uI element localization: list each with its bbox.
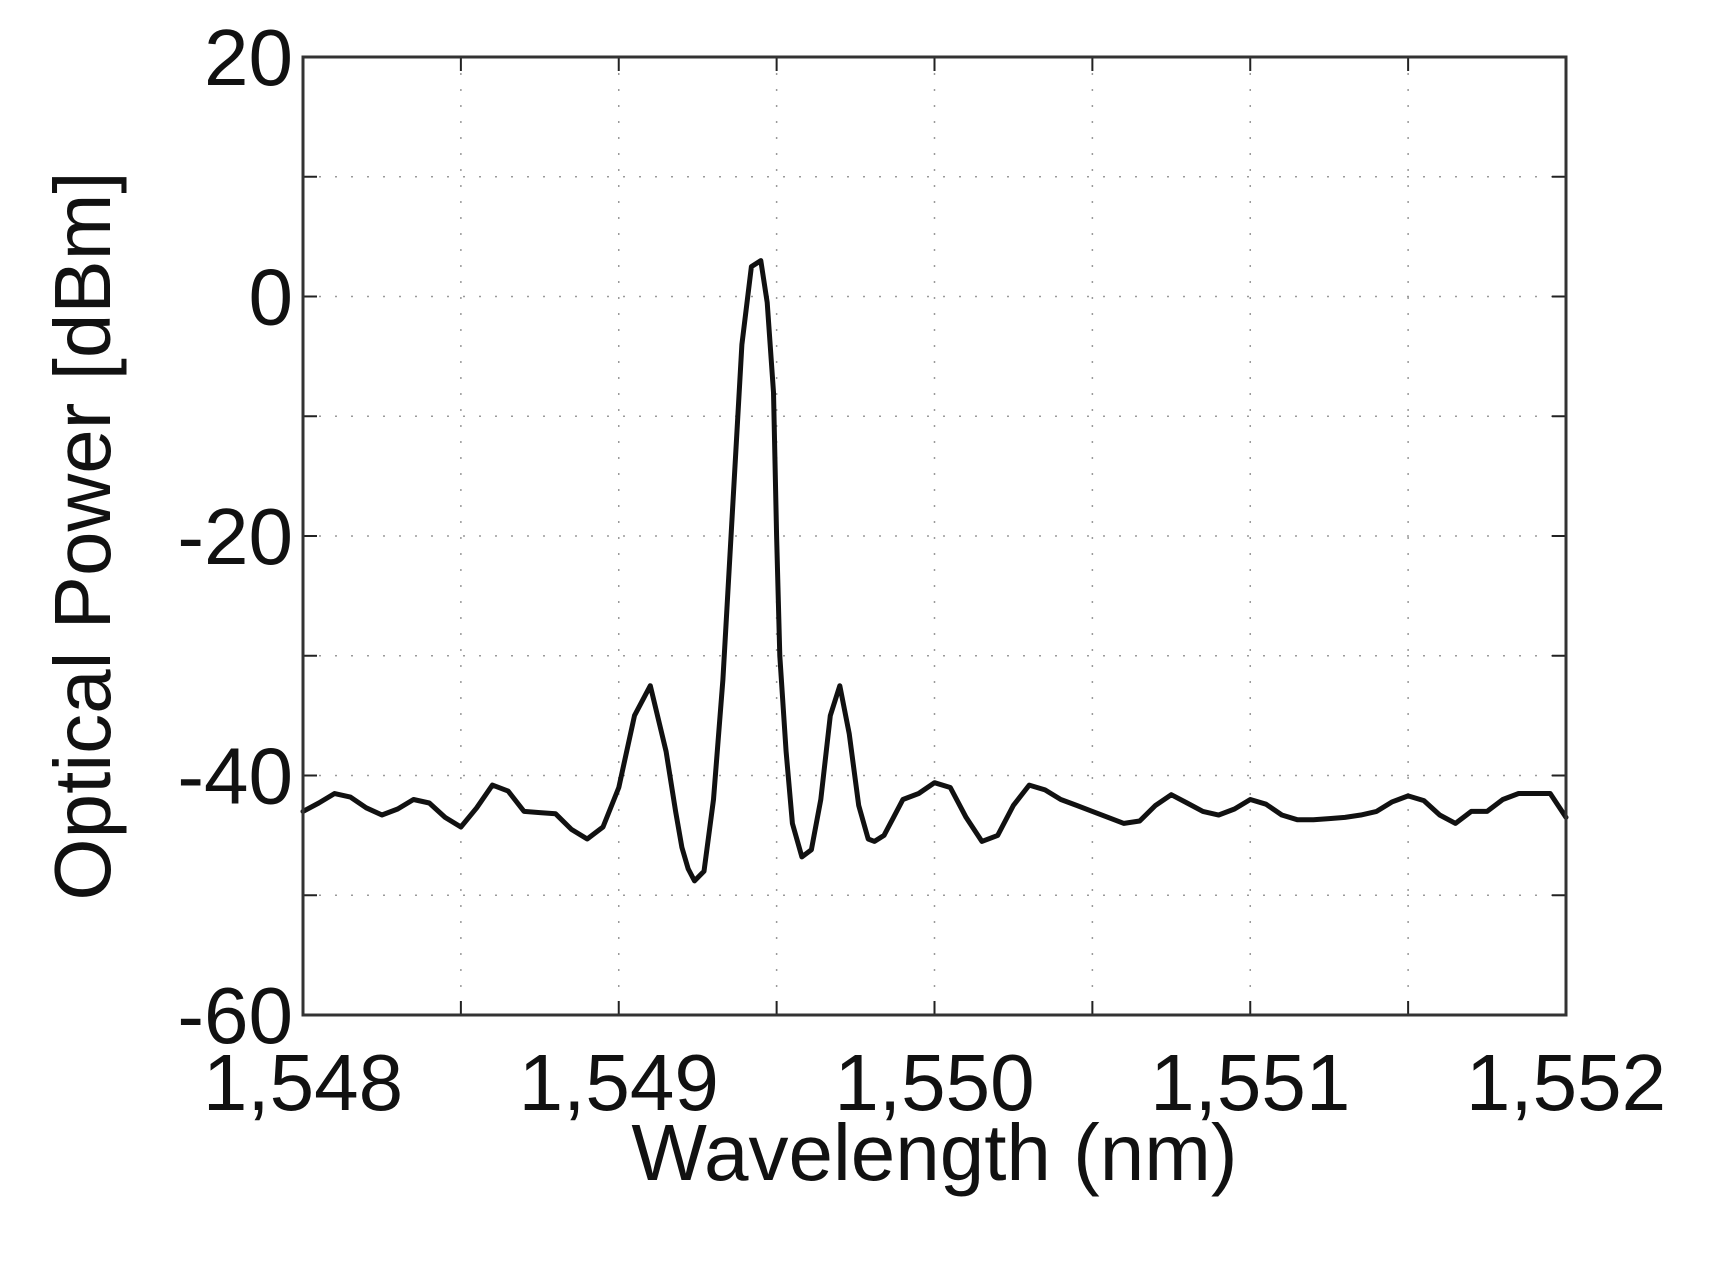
y-tick-label: -60 [177,971,293,1060]
x-axis-label: Wavelength (nm) [631,1108,1237,1197]
y-tick-label: 0 [249,253,294,342]
x-tick-label: 1,552 [1466,1038,1666,1127]
y-tick-label: -40 [177,732,293,821]
y-tick-label: 20 [204,13,293,102]
y-tick-label: -20 [177,492,293,581]
y-axis-label: Optical Power [dBm] [38,171,127,900]
